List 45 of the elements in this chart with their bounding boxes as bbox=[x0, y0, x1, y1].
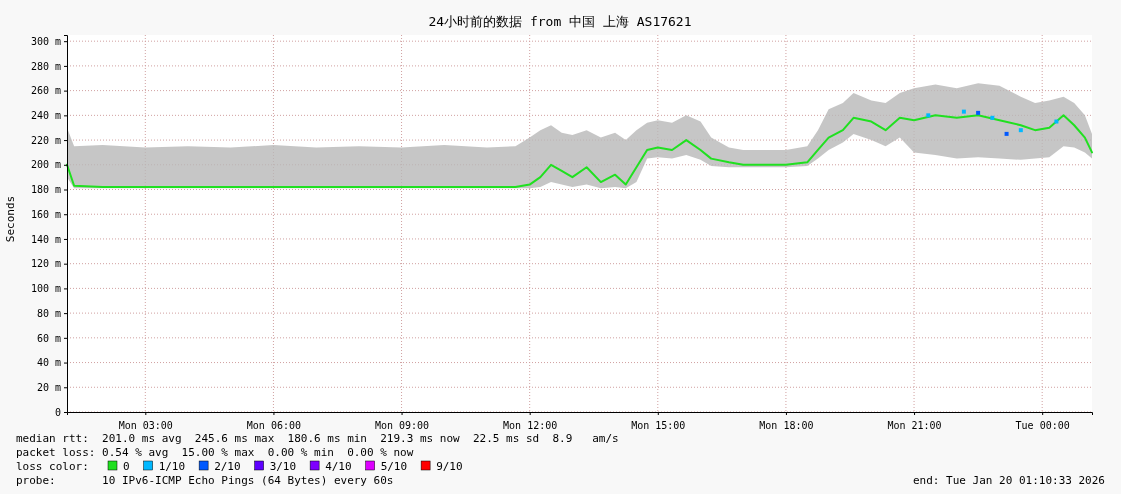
chart-title: 24小时前的数据 from 中国 上海 AS17621 bbox=[428, 14, 692, 29]
y-tick-label: 80 m bbox=[36, 307, 61, 319]
x-tick-label: Mon 21:00 bbox=[887, 420, 942, 431]
x-tick-label: Mon 18:00 bbox=[759, 420, 814, 431]
x-tick-label: Mon 09:00 bbox=[374, 420, 430, 431]
point bbox=[1018, 128, 1023, 133]
y-tick-label: 140 m bbox=[30, 233, 61, 245]
text: probe: 10 IPv6-ICMP Echo Pings (64 Bytes) every 60s bbox=[16, 474, 394, 487]
y-tick-label: 240 m bbox=[30, 110, 61, 122]
point bbox=[926, 113, 931, 118]
y-tick-label: 60 m bbox=[36, 332, 61, 344]
y-tick-label: 300 m bbox=[30, 35, 61, 47]
y-tick-label: 120 m bbox=[30, 258, 61, 270]
y-tick-label: 200 m bbox=[30, 159, 61, 171]
legend-title: loss color: bbox=[16, 460, 89, 473]
y-tick-label: 0 bbox=[54, 406, 61, 418]
legend-label: 2/10 bbox=[214, 460, 241, 473]
point bbox=[961, 109, 966, 114]
y-tick-label: 40 m bbox=[36, 357, 61, 369]
legend-label: 9/10 bbox=[436, 460, 463, 473]
point bbox=[1054, 119, 1059, 124]
text: packet loss: 0.54 % avg 15.00 % max 0.00 % min 0.00 % now bbox=[16, 446, 414, 459]
text: median rtt: 201.0 ms avg 245.6 ms max 180.6 ms min 219.3 ms now 22.5 ms sd 8.9 am/s bbox=[16, 432, 619, 445]
y-tick-label: 260 m bbox=[30, 85, 61, 97]
x-tick-label: Mon 03:00 bbox=[118, 420, 173, 431]
legend-label: 4/10 bbox=[325, 460, 352, 473]
y-tick-label: 160 m bbox=[30, 208, 61, 220]
y-tick-label: 100 m bbox=[30, 283, 61, 295]
x-tick-label: Mon 06:00 bbox=[246, 420, 302, 431]
point bbox=[976, 110, 981, 115]
legend-label: 0 bbox=[123, 460, 130, 473]
x-tick-label: Mon 12:00 bbox=[503, 420, 558, 431]
y-tick-label: 220 m bbox=[30, 134, 61, 146]
legend-label: 5/10 bbox=[380, 460, 408, 473]
y-tick-label: 180 m bbox=[30, 184, 61, 196]
x-tick-label: Tue 00:00 bbox=[1015, 420, 1070, 431]
point bbox=[990, 115, 995, 120]
point bbox=[1004, 131, 1009, 136]
legend-label: 1/10 bbox=[158, 460, 186, 473]
x-tick-label: Mon 15:00 bbox=[631, 420, 686, 431]
y-axis-title: Seconds bbox=[4, 195, 17, 243]
y-tick-label: 20 m bbox=[36, 381, 61, 393]
legend-label: 3/10 bbox=[269, 460, 297, 473]
text: end: Tue Jan 20 01:10:33 2026 bbox=[912, 474, 1105, 487]
y-tick-label: 280 m bbox=[30, 60, 61, 72]
